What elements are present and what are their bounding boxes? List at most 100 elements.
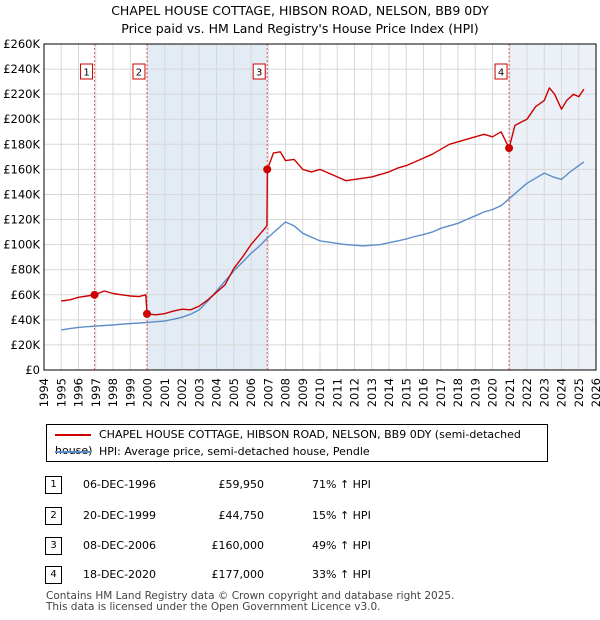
table-row: 4 18-DEC-2020 £177,000 33% ↑ HPI	[0, 566, 600, 586]
y-tick-label: £0	[25, 363, 40, 377]
transaction-date: 18-DEC-2020	[83, 568, 157, 581]
legend: CHAPEL HOUSE COTTAGE, HIBSON ROAD, NELSO…	[46, 424, 548, 462]
transaction-markers: 1 2 3 4	[80, 63, 514, 318]
y-tick-label: £80K	[11, 263, 41, 277]
shaded-period	[509, 44, 596, 370]
x-tick-label: 2020	[486, 378, 500, 407]
marker-label: 1	[83, 68, 89, 79]
x-tick-label: 1997	[89, 378, 103, 407]
footer-line-2: This data is licensed under the Open Gov…	[46, 601, 381, 613]
marker-label-box	[80, 63, 94, 80]
transaction-hpi: 15% ↑ HPI	[312, 509, 371, 522]
legend-item-property: CHAPEL HOUSE COTTAGE, HIBSON ROAD, NELSO…	[55, 427, 547, 457]
legend-item-hpi: HPI: Average price, semi-detached house,…	[55, 444, 370, 460]
x-tick-label: 2021	[503, 378, 517, 407]
x-tick-label: 2016	[417, 378, 431, 407]
transaction-point	[505, 144, 514, 153]
x-tick-label: 1998	[106, 378, 120, 407]
transaction-badge: 4	[45, 566, 62, 584]
marker-label-box	[494, 63, 508, 80]
transaction-price: £160,000	[211, 539, 265, 552]
x-tick-label: 2023	[537, 378, 551, 407]
y-tick-label: £140K	[3, 187, 40, 201]
x-tick-label: 2026	[589, 378, 600, 407]
y-tick-label: £260K	[3, 37, 40, 51]
footer-line-1: Contains HM Land Registry data © Crown c…	[46, 590, 455, 602]
series-line	[61, 161, 585, 331]
x-tick-label: 2009	[296, 378, 310, 407]
x-tick-label: 2022	[520, 378, 534, 407]
marker-label-box	[252, 63, 266, 80]
marker-label: 2	[136, 68, 142, 79]
shaded-period	[146, 44, 268, 370]
y-tick-label: £220K	[3, 87, 40, 101]
y-tick-label: £200K	[3, 112, 40, 126]
y-axis-ticks: £0 £20K £40K £60K £80K £100K £120K £140K £160K £1…	[3, 37, 40, 377]
x-tick-label: 1996	[72, 378, 86, 407]
x-axis-ticks: 1994 1995 1996 1997 1998 1999 2000 2001 2002 2003…	[37, 378, 600, 407]
chart-title-block: CHAPEL HOUSE COTTAGE, HIBSON ROAD, NELSO…	[0, 2, 600, 38]
transaction-date: 06-DEC-1996	[83, 478, 157, 491]
legend-swatch-hpi	[55, 451, 91, 453]
x-tick-label: 2024	[555, 378, 569, 407]
transaction-date: 20-DEC-1999	[83, 509, 157, 522]
series-lines	[61, 87, 585, 331]
transaction-hpi: 33% ↑ HPI	[312, 568, 371, 581]
marker-label: 4	[498, 68, 504, 79]
y-tick-label: £60K	[11, 288, 41, 302]
y-tick-label: £100K	[3, 238, 40, 252]
x-tick-label: 2018	[451, 378, 465, 407]
transaction-point	[90, 290, 99, 299]
transaction-price: £44,750	[218, 509, 265, 522]
table-row: 2 20-DEC-1999 £44,750 15% ↑ HPI	[0, 507, 600, 527]
x-tick-label: 2012	[348, 378, 362, 407]
x-tick-label: 2011	[330, 378, 344, 407]
x-tick-label: 2025	[572, 378, 586, 407]
transaction-price: £177,000	[211, 568, 265, 581]
x-tick-label: 2005	[227, 378, 241, 407]
plot-frame	[43, 43, 597, 371]
legend-label-property: CHAPEL HOUSE COTTAGE, HIBSON ROAD, NELSO…	[55, 428, 521, 457]
transaction-date: 08-DEC-2006	[83, 539, 157, 552]
marker-label: 3	[256, 68, 262, 79]
x-tick-label: 2006	[244, 378, 258, 407]
x-tick-label: 2002	[175, 378, 189, 407]
x-tick-label: 2008	[279, 378, 293, 407]
x-tick-label: 2019	[468, 378, 482, 407]
chart-subtitle: Price paid vs. HM Land Registry's House …	[121, 21, 479, 36]
footer-attribution: Contains HM Land Registry data © Crown c…	[46, 591, 454, 613]
legend-label-hpi: HPI: Average price, semi-detached house,…	[99, 445, 370, 458]
x-tick-label: 1995	[54, 378, 68, 407]
transaction-badge: 2	[45, 507, 62, 525]
legend-swatch-property	[55, 434, 91, 436]
y-tick-label: £20K	[11, 338, 41, 352]
shaded-periods	[146, 44, 596, 370]
x-tick-label: 2013	[365, 378, 379, 407]
x-tick-label: 2015	[399, 378, 413, 407]
x-tick-label: 2010	[313, 378, 327, 407]
table-row: 3 08-DEC-2006 £160,000 49% ↑ HPI	[0, 537, 600, 557]
transaction-hpi: 71% ↑ HPI	[312, 478, 371, 491]
table-row: 1 06-DEC-1996 £59,950 71% ↑ HPI	[0, 476, 600, 496]
transaction-point	[263, 165, 272, 174]
y-tick-label: £240K	[3, 62, 40, 76]
x-tick-label: 2004	[210, 378, 224, 407]
x-tick-label: 2014	[382, 378, 396, 407]
y-tick-label: £160K	[3, 162, 40, 176]
transaction-point	[142, 309, 151, 318]
x-tick-label: 1999	[123, 378, 137, 407]
x-tick-label: 2003	[192, 378, 206, 407]
transaction-badge: 3	[45, 537, 62, 555]
transaction-hpi: 49% ↑ HPI	[312, 539, 371, 552]
y-tick-label: £180K	[3, 137, 40, 151]
y-tick-label: £40K	[11, 313, 41, 327]
chart-title: CHAPEL HOUSE COTTAGE, HIBSON ROAD, NELSO…	[111, 3, 489, 18]
x-tick-label: 2007	[261, 378, 275, 407]
x-tick-label: 2000	[141, 378, 155, 407]
marker-label-box	[132, 63, 146, 80]
x-tick-label: 2001	[158, 378, 172, 407]
transaction-badge: 1	[45, 476, 62, 494]
x-tick-label: 1994	[37, 378, 51, 407]
price-chart: £0 £20K £40K £60K £80K £100K £120K £140K £160K £1…	[3, 37, 600, 407]
x-tick-label: 2017	[434, 378, 448, 407]
